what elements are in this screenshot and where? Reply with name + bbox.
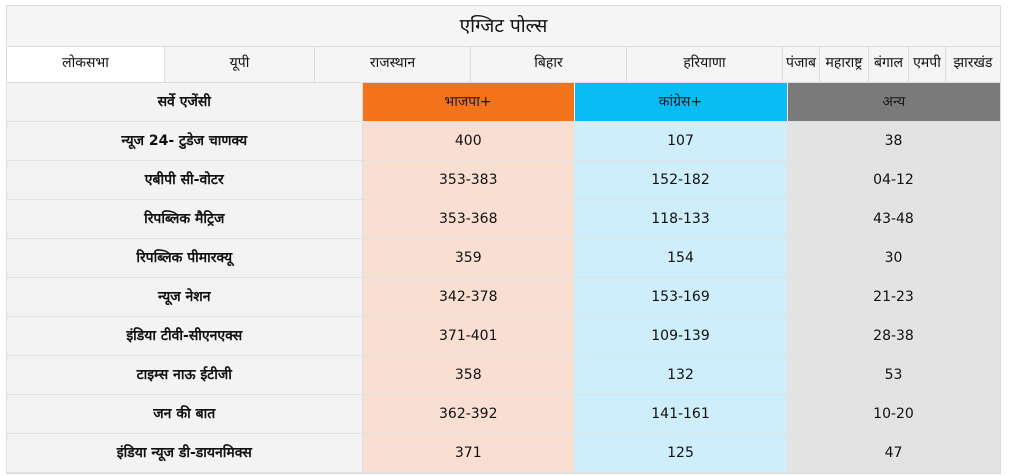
table-row: न्यूज नेशन 342-378 153-169 21-23 — [7, 277, 1000, 317]
table-row: जन की बात 362-392 141-161 10-20 — [7, 394, 1000, 434]
tab-bihar[interactable]: बिहार — [471, 47, 627, 82]
table-row: इंडिया टीवी-सीएनएक्स 371-401 109-139 28-… — [7, 316, 1000, 356]
table-row: रिपब्लिक पीमारक्यू 359 154 30 — [7, 238, 1000, 278]
others-seats: 53 — [787, 355, 1000, 395]
congress-seats: 154 — [574, 238, 787, 278]
agency-name: रिपब्लिक मैट्रिज — [7, 199, 363, 239]
table-row: रिपब्लिक मैट्रिज 353-368 118-133 43-48 — [7, 199, 1000, 239]
bjp-seats: 358 — [362, 355, 574, 395]
others-seats: 30 — [787, 238, 1000, 278]
tab-haryana[interactable]: हरियाणा — [627, 47, 783, 82]
bjp-seats: 371-401 — [362, 316, 574, 356]
bjp-seats: 353-383 — [362, 160, 574, 200]
others-seats: 04-12 — [787, 160, 1000, 200]
congress-seats: 153-169 — [574, 277, 787, 317]
bjp-seats: 371 — [362, 433, 574, 473]
bjp-seats: 353-368 — [362, 199, 574, 239]
others-seats: 21-23 — [787, 277, 1000, 317]
table-row: इंडिया न्यूज डी-डायनमिक्स 371 125 47 — [7, 433, 1000, 473]
exit-poll-table: सर्वे एजेंसी भाजपा+ कांग्रेस+ अन्य न्यूज… — [7, 83, 1000, 473]
header-bjp: भाजपा+ — [362, 83, 575, 122]
others-seats: 47 — [787, 433, 1000, 473]
others-seats: 38 — [787, 121, 1000, 161]
table-row: टाइम्स नाऊ ईटीजी 358 132 53 — [7, 355, 1000, 395]
agency-name: इंडिया न्यूज डी-डायनमिक्स — [7, 433, 363, 473]
bjp-seats: 342-378 — [362, 277, 574, 317]
others-seats: 28-38 — [787, 316, 1000, 356]
congress-seats: 118-133 — [574, 199, 787, 239]
congress-seats: 109-139 — [574, 316, 787, 356]
agency-name: जन की बात — [7, 394, 363, 434]
widget-title: एग्जिट पोल्स — [7, 6, 1000, 47]
congress-seats: 125 — [574, 433, 787, 473]
others-seats: 10-20 — [787, 394, 1000, 434]
agency-name: न्यूज 24- टुडेज चाणक्य — [7, 121, 363, 161]
bjp-seats: 400 — [362, 121, 574, 161]
others-seats: 43-48 — [787, 199, 1000, 239]
agency-name: रिपब्लिक पीमारक्यू — [7, 238, 363, 278]
congress-seats: 132 — [574, 355, 787, 395]
state-tabs: लोकसभा यूपी राजस्थान बिहार हरियाणा पंजाब… — [7, 47, 1000, 83]
tab-bengal[interactable]: बंगाल — [869, 47, 909, 82]
header-congress: कांग्रेस+ — [574, 83, 788, 122]
agency-name: न्यूज नेशन — [7, 277, 363, 317]
header-agency: सर्वे एजेंसी — [7, 83, 363, 122]
tab-loksabha[interactable]: लोकसभा — [7, 47, 165, 82]
congress-seats: 107 — [574, 121, 787, 161]
congress-seats: 152-182 — [574, 160, 787, 200]
tab-mp[interactable]: एमपी — [909, 47, 946, 82]
table-row: न्यूज 24- टुडेज चाणक्य 400 107 38 — [7, 121, 1000, 161]
bjp-seats: 362-392 — [362, 394, 574, 434]
tab-jharkhand[interactable]: झारखंड — [946, 47, 1000, 82]
table-header-row: सर्वे एजेंसी भाजपा+ कांग्रेस+ अन्य — [7, 83, 1000, 122]
table-row: एबीपी सी-वोटर 353-383 152-182 04-12 — [7, 160, 1000, 200]
exit-polls-widget: एग्जिट पोल्स लोकसभा यूपी राजस्थान बिहार … — [6, 5, 1001, 474]
bjp-seats: 359 — [362, 238, 574, 278]
agency-name: इंडिया टीवी-सीएनएक्स — [7, 316, 363, 356]
agency-name: एबीपी सी-वोटर — [7, 160, 363, 200]
header-others: अन्य — [787, 83, 1000, 122]
tab-maharashtra[interactable]: महाराष्ट्र — [820, 47, 869, 82]
tab-punjab[interactable]: पंजाब — [783, 47, 820, 82]
congress-seats: 141-161 — [574, 394, 787, 434]
agency-name: टाइम्स नाऊ ईटीजी — [7, 355, 363, 395]
tab-rajasthan[interactable]: राजस्थान — [315, 47, 471, 82]
tab-up[interactable]: यूपी — [165, 47, 315, 82]
